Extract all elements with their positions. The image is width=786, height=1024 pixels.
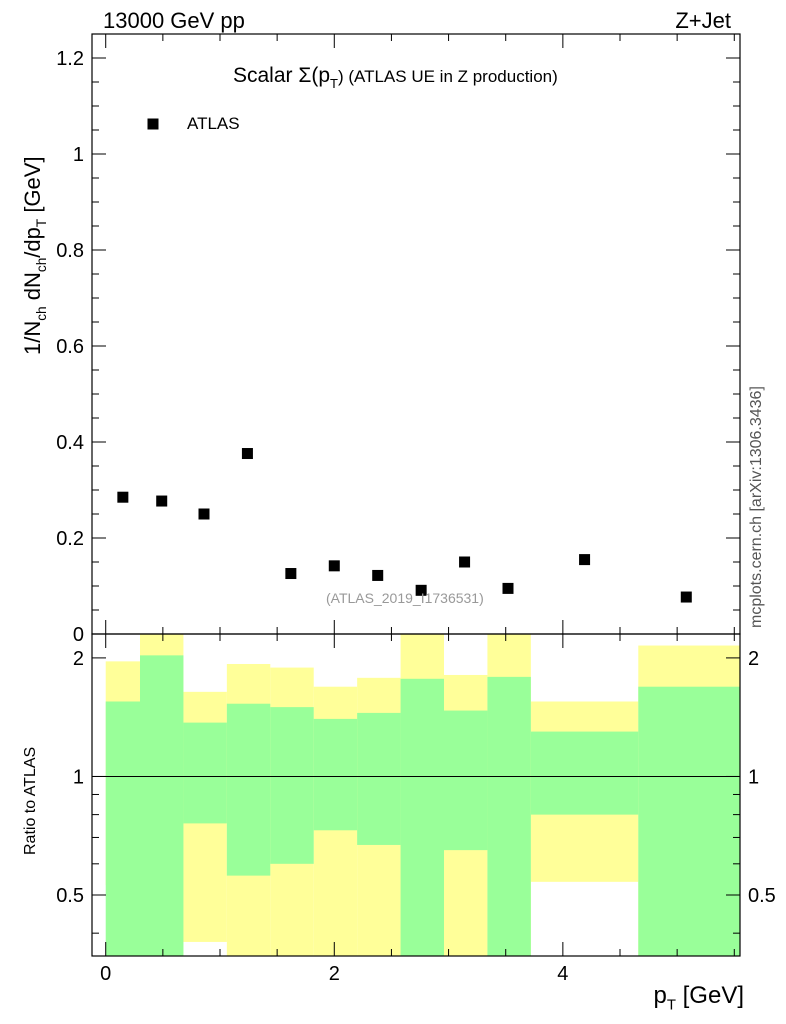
ylabel-part-c: /dp xyxy=(20,227,45,258)
process-label: Z+Jet xyxy=(675,8,731,33)
ratio-band-1-bin-9 xyxy=(487,676,531,956)
data-point xyxy=(415,584,427,596)
ylabel-part-a: 1/N xyxy=(20,320,45,355)
ratio-band-1-bin-8 xyxy=(444,710,488,851)
ratio-y-tick-label-left: 1 xyxy=(73,766,84,788)
xlabel-part-b: [GeV] xyxy=(675,982,744,1009)
chart-title-sigma: Σ(p xyxy=(298,64,331,87)
x-axis-label: pT [GeV] xyxy=(654,982,744,1014)
ratio-band-1-bin-7 xyxy=(400,678,444,956)
ratio-plot-frame xyxy=(91,633,741,957)
main-y-tick-label: 1 xyxy=(73,144,84,166)
side-reference-label: mcplots.cern.ch [arXiv:1306.3436] xyxy=(748,386,765,628)
data-point xyxy=(372,569,384,581)
ylabel-part-d: [GeV] xyxy=(20,156,45,219)
chart-title: Scalar Σ(pT) (ATLAS UE in Z production) xyxy=(233,64,558,91)
analysis-watermark: (ATLAS_2019_I1736531) xyxy=(326,590,484,606)
data-point xyxy=(680,591,692,603)
legend-label: ATLAS xyxy=(187,114,240,133)
data-point xyxy=(117,491,129,503)
x-tick-label: 4 xyxy=(557,963,568,985)
ylabel-sub-a: ch xyxy=(34,306,50,321)
xlabel-part-a: p xyxy=(653,982,667,1009)
ratio-band-1-bin-1 xyxy=(140,655,184,956)
chart-title-prefix: Scalar xyxy=(233,64,299,87)
ylabel-sub-c: T xyxy=(34,218,50,228)
ratio-band-1-bin-6 xyxy=(357,712,401,845)
data-point xyxy=(241,448,253,460)
data-point xyxy=(502,582,514,594)
main-y-tick-label: 0.4 xyxy=(56,432,84,454)
ratio-band-1-bin-0 xyxy=(105,701,140,956)
ylabel-part-b: dN xyxy=(20,272,45,307)
main-y-tick-label: 0.8 xyxy=(56,240,84,262)
chart-title-sub: T xyxy=(330,75,338,91)
ratio-band-1-bin-5 xyxy=(313,718,358,831)
energy-label: 13000 GeV pp xyxy=(103,8,245,33)
ylabel-sub-b: ch xyxy=(34,257,50,273)
ratio-band-1-bin-11 xyxy=(638,686,740,956)
data-point xyxy=(328,560,340,572)
ratio-band-1-bin-10 xyxy=(530,731,639,815)
data-point xyxy=(459,556,471,568)
legend-marker xyxy=(147,118,159,130)
y-axis-label: 1/Nch dNch/dpT [GeV] xyxy=(20,156,49,355)
ratio-band-1-bin-2 xyxy=(183,722,227,824)
ratio-y-tick-label-right: 1 xyxy=(748,766,759,788)
main-y-tick-label: 1.2 xyxy=(56,48,84,70)
data-point xyxy=(198,508,210,520)
main-y-tick-label: 0 xyxy=(73,624,84,646)
chart-title-suffix: ) (ATLAS UE in Z production) xyxy=(337,67,558,86)
data-point xyxy=(579,554,591,566)
xlabel-sub: T xyxy=(666,997,676,1014)
ratio-y-tick-label-right: 2 xyxy=(748,648,759,670)
ratio-y-tick-label-left: 2 xyxy=(73,648,84,670)
ratio-y-tick-label-left: 0.5 xyxy=(56,885,84,907)
x-tick-label: 0 xyxy=(100,963,111,985)
ratio-band-1-bin-4 xyxy=(270,707,314,864)
main-y-tick-label: 0.2 xyxy=(56,528,84,550)
main-y-tick-label: 0.6 xyxy=(56,336,84,358)
x-tick-label: 2 xyxy=(329,963,340,985)
data-point xyxy=(285,568,297,580)
data-point xyxy=(156,495,168,507)
ratio-y-tick-label-right: 0.5 xyxy=(748,885,776,907)
ratio-axis-label: Ratio to ATLAS xyxy=(22,746,39,855)
ratio-band-1-bin-3 xyxy=(226,703,271,876)
